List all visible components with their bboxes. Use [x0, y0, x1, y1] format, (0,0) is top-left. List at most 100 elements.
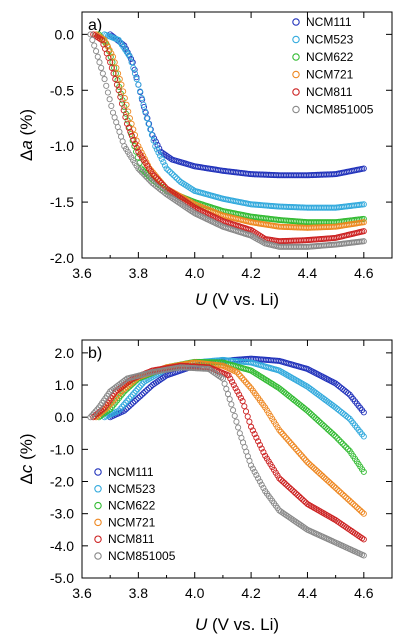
data-point: [142, 108, 149, 115]
data-point: [341, 442, 348, 449]
data-point: [289, 487, 296, 494]
data-point: [299, 496, 306, 503]
data-point: [357, 507, 364, 514]
data-point: [124, 120, 131, 127]
data-point: [256, 441, 263, 448]
data-point: [144, 386, 151, 393]
data-point: [304, 459, 311, 466]
data-point: [309, 463, 316, 470]
data-point: [140, 101, 147, 108]
y-tick-label: 0.0: [55, 409, 75, 425]
y-tick-label: -5.0: [50, 570, 74, 586]
data-point: [122, 399, 129, 406]
data-point: [135, 81, 142, 88]
data-point: [133, 76, 140, 83]
legend-label: NCM622: [108, 499, 156, 513]
legend-marker: [292, 88, 300, 96]
data-point: [291, 444, 298, 451]
data-point: [240, 377, 248, 384]
data-point: [109, 53, 117, 60]
plot-frame: [81, 339, 393, 579]
data-point: [282, 434, 289, 441]
data-point: [276, 475, 283, 482]
data-point: [312, 415, 319, 422]
data-point: [319, 421, 326, 428]
data-point: [307, 410, 314, 417]
data-point: [161, 373, 168, 380]
data-point: [89, 412, 96, 419]
data-point: [306, 460, 313, 467]
data-point: [353, 504, 360, 511]
data-point: [167, 155, 174, 162]
data-point: [154, 176, 161, 183]
data-point: [152, 174, 160, 181]
data-point: [281, 432, 288, 439]
data-point: [229, 378, 236, 385]
data-point: [322, 424, 329, 431]
data-point: [148, 131, 155, 139]
legend-marker: [292, 70, 300, 79]
data-point: [90, 410, 97, 417]
data-point: [292, 490, 299, 497]
data-point: [232, 385, 239, 392]
data-point: [128, 120, 135, 127]
y-axis-title: Δc (%): [17, 433, 36, 484]
legend-label: NCM721: [306, 68, 354, 82]
data-point: [123, 101, 130, 108]
data-point: [330, 483, 338, 490]
data-point: [101, 76, 108, 83]
data-point: [246, 418, 253, 425]
data-point: [174, 175, 181, 182]
data-point: [122, 114, 129, 121]
y-tick-label: 1.0: [55, 377, 75, 393]
data-point: [115, 70, 122, 77]
panel-a: 3.6 3.8 4.0 4.2 4.4 4.6 -2.0 -1.5 -1.0 -0.5 0.0 a) U…: [17, 11, 393, 309]
data-point: [330, 431, 338, 439]
data-point: [249, 465, 256, 472]
legend-label: NCM851005: [108, 549, 176, 563]
data-point: [255, 475, 262, 482]
x-tick-label: 4.2: [241, 265, 261, 281]
data-point: [145, 385, 152, 392]
data-point: [351, 502, 359, 509]
data-point: [147, 178, 154, 185]
legend-marker: [292, 18, 300, 26]
data-point: [325, 478, 333, 485]
legend-label: NCM811: [108, 532, 155, 546]
data-point: [277, 428, 284, 435]
legend-label: NCM111: [306, 15, 352, 29]
x-tick-label: 4.2: [241, 585, 261, 601]
data-point: [297, 494, 304, 502]
x-tick-label: 4.4: [298, 265, 318, 281]
data-point: [134, 386, 141, 393]
data-point: [142, 388, 149, 395]
data-point: [129, 391, 136, 398]
x-axis-title: U (V vs. Li): [195, 290, 279, 309]
data-point: [307, 462, 314, 469]
data-point: [152, 143, 159, 150]
data-point: [249, 427, 256, 434]
data-point: [89, 36, 96, 44]
data-point: [244, 381, 251, 388]
data-point: [279, 430, 286, 437]
panel-label: a): [88, 17, 102, 34]
data-point: [304, 407, 311, 414]
data-point: [128, 132, 135, 139]
data-point: [360, 409, 367, 416]
data-point: [140, 152, 147, 159]
data-point: [157, 152, 164, 159]
data-point: [118, 81, 125, 88]
data-point: [319, 472, 326, 479]
data-point: [103, 82, 110, 89]
data-point: [147, 126, 154, 133]
data-point: [131, 70, 139, 77]
data-point: [320, 422, 328, 429]
legend-marker: [94, 468, 102, 476]
data-point: [158, 155, 165, 163]
data-point: [136, 384, 143, 391]
data-point: [360, 536, 367, 543]
data-point: [103, 40, 110, 47]
data-point: [138, 169, 145, 176]
data-point: [226, 396, 233, 403]
